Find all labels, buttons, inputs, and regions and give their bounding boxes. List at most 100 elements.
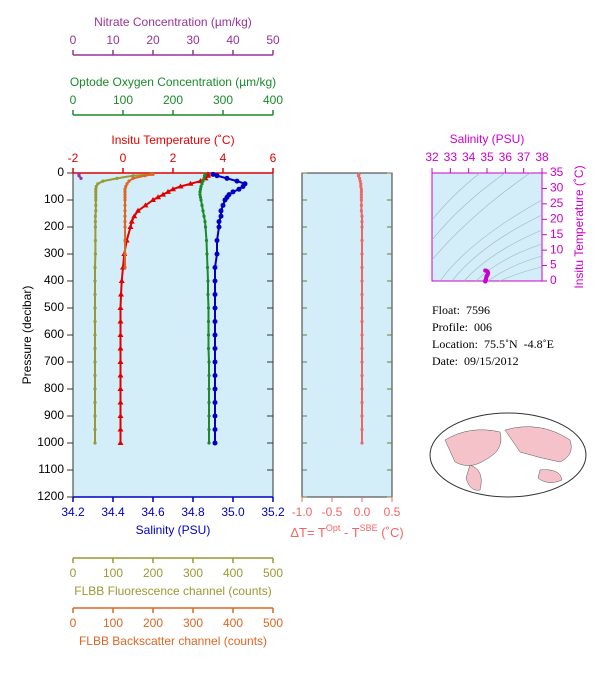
x-tick-label: 200 — [143, 566, 163, 580]
profile-point — [212, 373, 218, 378]
profile-point — [210, 171, 216, 177]
profile-point — [94, 187, 98, 191]
x-tick-label: 37 — [517, 150, 531, 164]
profile-point — [117, 426, 124, 432]
profile-point — [143, 174, 147, 178]
profile-point — [212, 319, 218, 324]
profile-point — [123, 193, 127, 197]
profile-point — [198, 193, 202, 197]
profile-point — [94, 193, 98, 197]
axis-label-part: - T — [340, 525, 359, 540]
axis-label: Salinity (PSU) — [136, 523, 211, 537]
ts-plot-area — [431, 172, 543, 282]
x-tick-label: 34.2 — [61, 505, 85, 519]
x-tick-label: 300 — [183, 566, 203, 580]
profile-point — [236, 186, 242, 192]
profile-point — [94, 184, 98, 189]
y-tick-label: 300 — [44, 246, 64, 260]
y-tick-label: 0 — [57, 165, 64, 179]
profile-point — [206, 292, 210, 297]
profile-point — [93, 252, 97, 256]
x-tick-label: 500 — [263, 616, 283, 630]
x-tick-label: 400 — [263, 93, 283, 107]
profile-point — [170, 186, 176, 192]
delta-point — [360, 225, 364, 229]
profile-point — [127, 179, 131, 183]
axis-label: Nitrate Concentration (µm/kg) — [94, 15, 252, 29]
profile-point — [123, 203, 127, 207]
profile-point — [93, 400, 97, 405]
profile-point — [207, 427, 211, 432]
x-tick-label: 33 — [444, 150, 458, 164]
profile-point — [207, 441, 211, 445]
profile-point — [240, 184, 246, 189]
profile-point — [206, 306, 211, 310]
profile-point — [93, 387, 97, 391]
y-tick-label: 0 — [550, 273, 557, 287]
profile-point — [131, 213, 138, 219]
profile-point — [93, 238, 97, 243]
profile-point — [212, 305, 218, 311]
profile-point — [79, 176, 83, 180]
profile-point — [125, 182, 129, 186]
y-tick-label: 25 — [550, 196, 564, 210]
profile-point — [212, 278, 218, 284]
x-tick-label: 0 — [70, 616, 77, 630]
y-tick-label: 30 — [550, 181, 564, 195]
profile-point — [93, 225, 97, 229]
profile-point — [214, 238, 220, 243]
delta-point — [360, 441, 364, 445]
info-line: Profile: 006 — [432, 320, 492, 334]
x-tick-label: 34.4 — [101, 505, 125, 519]
profile-point — [94, 195, 98, 199]
profile-point — [218, 208, 224, 214]
profile-point — [115, 176, 119, 180]
profile-point — [202, 174, 207, 178]
profile-point — [199, 198, 203, 202]
delta-point — [360, 346, 364, 351]
x-tick-label: 2 — [170, 151, 177, 165]
x-tick-label: 32 — [425, 150, 439, 164]
ts-point — [483, 279, 488, 284]
profile-point — [230, 189, 236, 195]
profile-point — [201, 179, 205, 183]
profile-point — [123, 198, 127, 202]
delta-point — [360, 306, 364, 310]
axis-label-part: Opt — [326, 523, 341, 533]
x-tick-label: 100 — [113, 93, 133, 107]
profile-point — [93, 414, 97, 418]
profile-point — [212, 359, 218, 365]
profile-point — [220, 202, 226, 208]
y-tick-label: 800 — [44, 381, 64, 395]
profile-point — [202, 176, 206, 180]
profile-point — [93, 373, 97, 378]
profile-point — [202, 214, 206, 218]
delta-point — [360, 319, 364, 324]
profile-point — [117, 305, 124, 310]
x-tick-label: 34.8 — [181, 505, 205, 519]
profile-point — [93, 427, 97, 432]
profile-point — [93, 265, 97, 270]
profile-point — [93, 319, 97, 324]
profile-point — [206, 333, 211, 337]
delta-plot-area — [301, 172, 393, 498]
profile-point — [212, 440, 218, 446]
profile-point — [93, 220, 97, 224]
profile-point — [123, 214, 127, 218]
x-tick-label: 0.5 — [384, 505, 401, 519]
delta-point — [360, 238, 364, 243]
y-tick-label: 200 — [44, 219, 64, 233]
y-tick-label: 35 — [550, 165, 564, 179]
delta-point — [359, 182, 363, 186]
y-tick-label: 1100 — [38, 462, 64, 476]
x-tick-label: 6 — [270, 151, 277, 165]
axis-label: ΔT= TOpt - TSBE (˚C) — [290, 523, 403, 540]
profile-point — [203, 220, 207, 224]
profile-point — [199, 184, 203, 189]
x-tick-label: 300 — [183, 616, 203, 630]
delta-point — [359, 195, 363, 199]
profile-point — [212, 346, 218, 351]
x-tick-label: 0 — [120, 151, 127, 165]
profile-point — [117, 440, 124, 445]
